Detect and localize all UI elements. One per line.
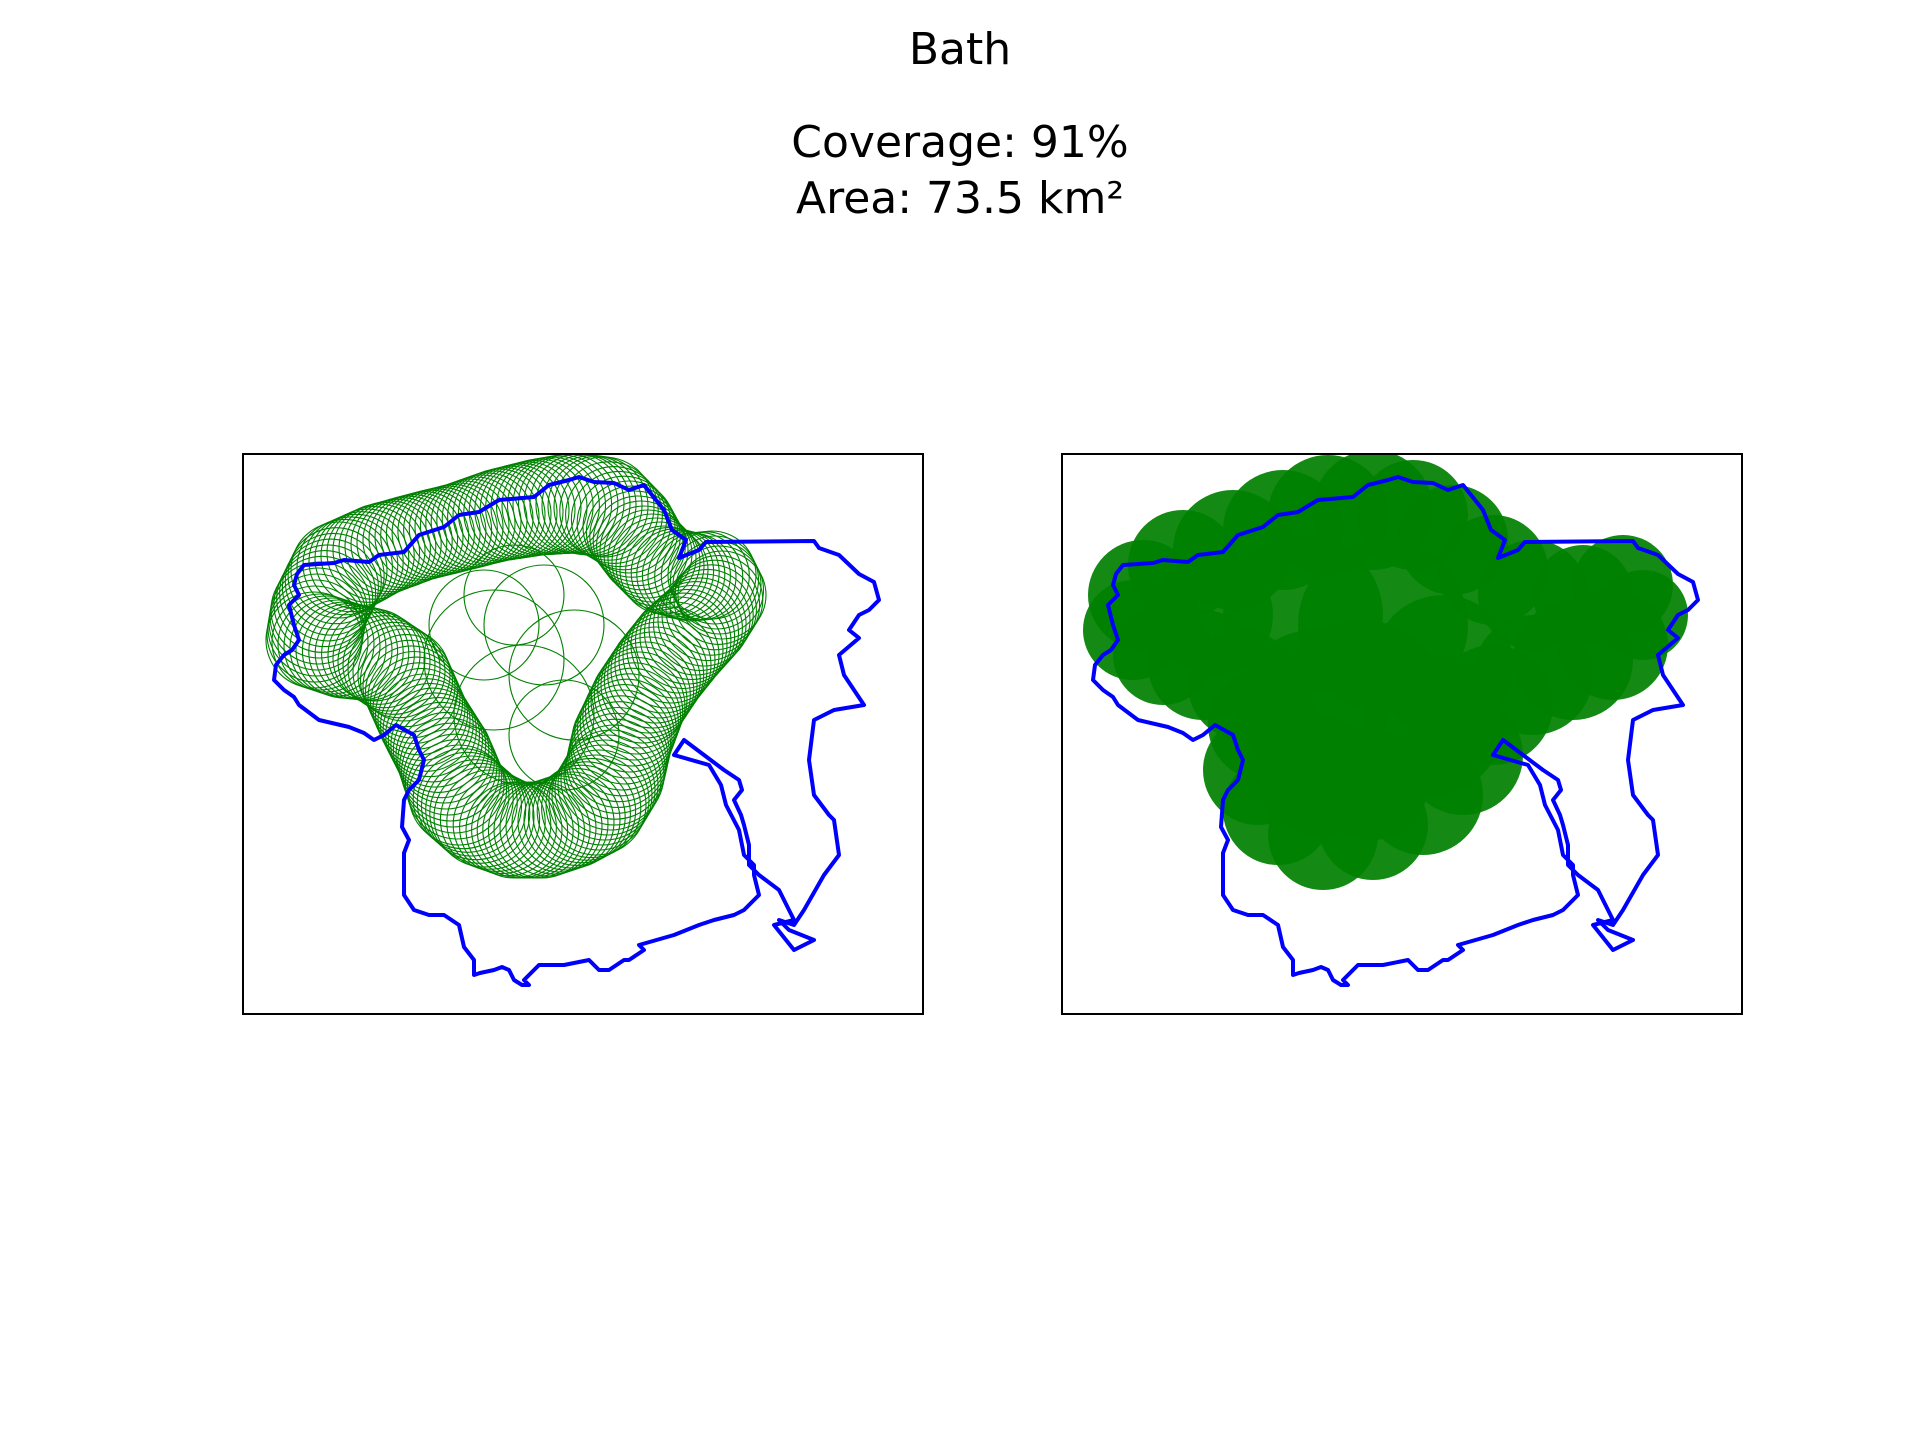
bath-boundary-outline [272,475,881,987]
coverage-circle [276,550,374,648]
coverage-circle [420,755,523,857]
coverage-circle [636,529,726,619]
coverage-circle [399,717,498,816]
area-label: Area: 73.5 km² [795,173,1124,224]
coverage-circle [479,461,576,558]
coverage-label: Coverage: 91% [791,117,1129,168]
coverage-circle [326,506,421,600]
coverage-circle [289,599,387,697]
coverage-circle [408,483,498,573]
coverage-circle [657,573,751,667]
coverage-circle [673,555,764,645]
coverage-circle [548,749,650,851]
coverage-circle [499,779,597,877]
coverage-circle-outlines [265,455,767,879]
coverage-circle [301,602,399,700]
coverage-circle [564,718,666,820]
coverage-circle [541,757,642,859]
coverage-circle [590,651,688,749]
coverage-circle [607,626,705,724]
coverage-circle [359,634,454,728]
filled-coverage-map [1083,455,1700,987]
coverage-circle [463,544,565,646]
coverage-circle [508,679,620,791]
coverage-circle [560,729,662,831]
coverage-circle [267,579,365,677]
coverage-circle [579,673,679,773]
coverage-circle [517,773,615,871]
coverage-circle [1258,715,1378,835]
coverage-circle [634,592,732,690]
coverage-circle [661,568,754,662]
bath-boundary-outline [1091,475,1700,987]
coverage-circle [321,607,415,701]
circle-outlines-map [265,455,881,987]
coverage-circle [403,485,493,575]
coverage-circle [599,505,689,595]
coverage-circle [614,616,712,714]
coverage-circle [429,762,531,864]
coverage-circle [433,766,535,868]
coverage-circle [423,589,565,731]
coverage-circle [352,625,446,719]
filled-coverage-panel [1061,453,1743,1015]
map-title: Bath [908,24,1012,75]
coverage-circle [269,567,367,665]
coverage-circle [610,621,708,719]
coverage-circle [527,768,626,866]
coverage-circle [441,472,534,565]
coverage-circle [615,521,705,611]
circle-outlines-panel [242,453,924,1015]
coverage-circle [337,615,431,709]
coverage-circle [465,781,563,879]
coverage-circle [665,564,757,656]
coverage-circle [459,778,557,877]
coverage-circle [607,513,697,603]
coverage-circle [380,491,470,581]
coverage-circle [332,611,426,705]
coverage-circle [287,527,385,625]
coverage-circle [382,682,477,778]
coverage-circle [1153,555,1273,675]
coverage-circle [372,662,466,756]
coverage-circle [574,684,675,785]
coverage-circle [483,564,605,686]
coverage-circle [597,641,695,739]
coverage-circle [412,748,514,850]
coverage-circle [283,597,381,695]
coverage-circle-fills [1083,455,1688,890]
coverage-circle [327,608,421,702]
coverage-circle [453,644,595,786]
coverage-circle [416,751,518,853]
coverage-circle [566,712,668,814]
coverage-circle [626,601,724,699]
coverage-circle [277,595,375,693]
coverage-circle [271,593,369,691]
coverage-circle [536,761,637,861]
coverage-circle [639,588,736,685]
coverage-circle [281,538,379,636]
coverage-circle [669,559,761,651]
coverage-circle [374,492,464,582]
coverage-circle [541,455,643,556]
coverage-circle [630,528,720,618]
coverage-circle [268,573,366,671]
coverage-circle [266,585,364,683]
coverage-circle [584,662,684,761]
coverage-circle [517,455,619,554]
coverage-circle [357,628,451,722]
coverage-circle [428,569,540,681]
coverage-circle [508,609,640,741]
